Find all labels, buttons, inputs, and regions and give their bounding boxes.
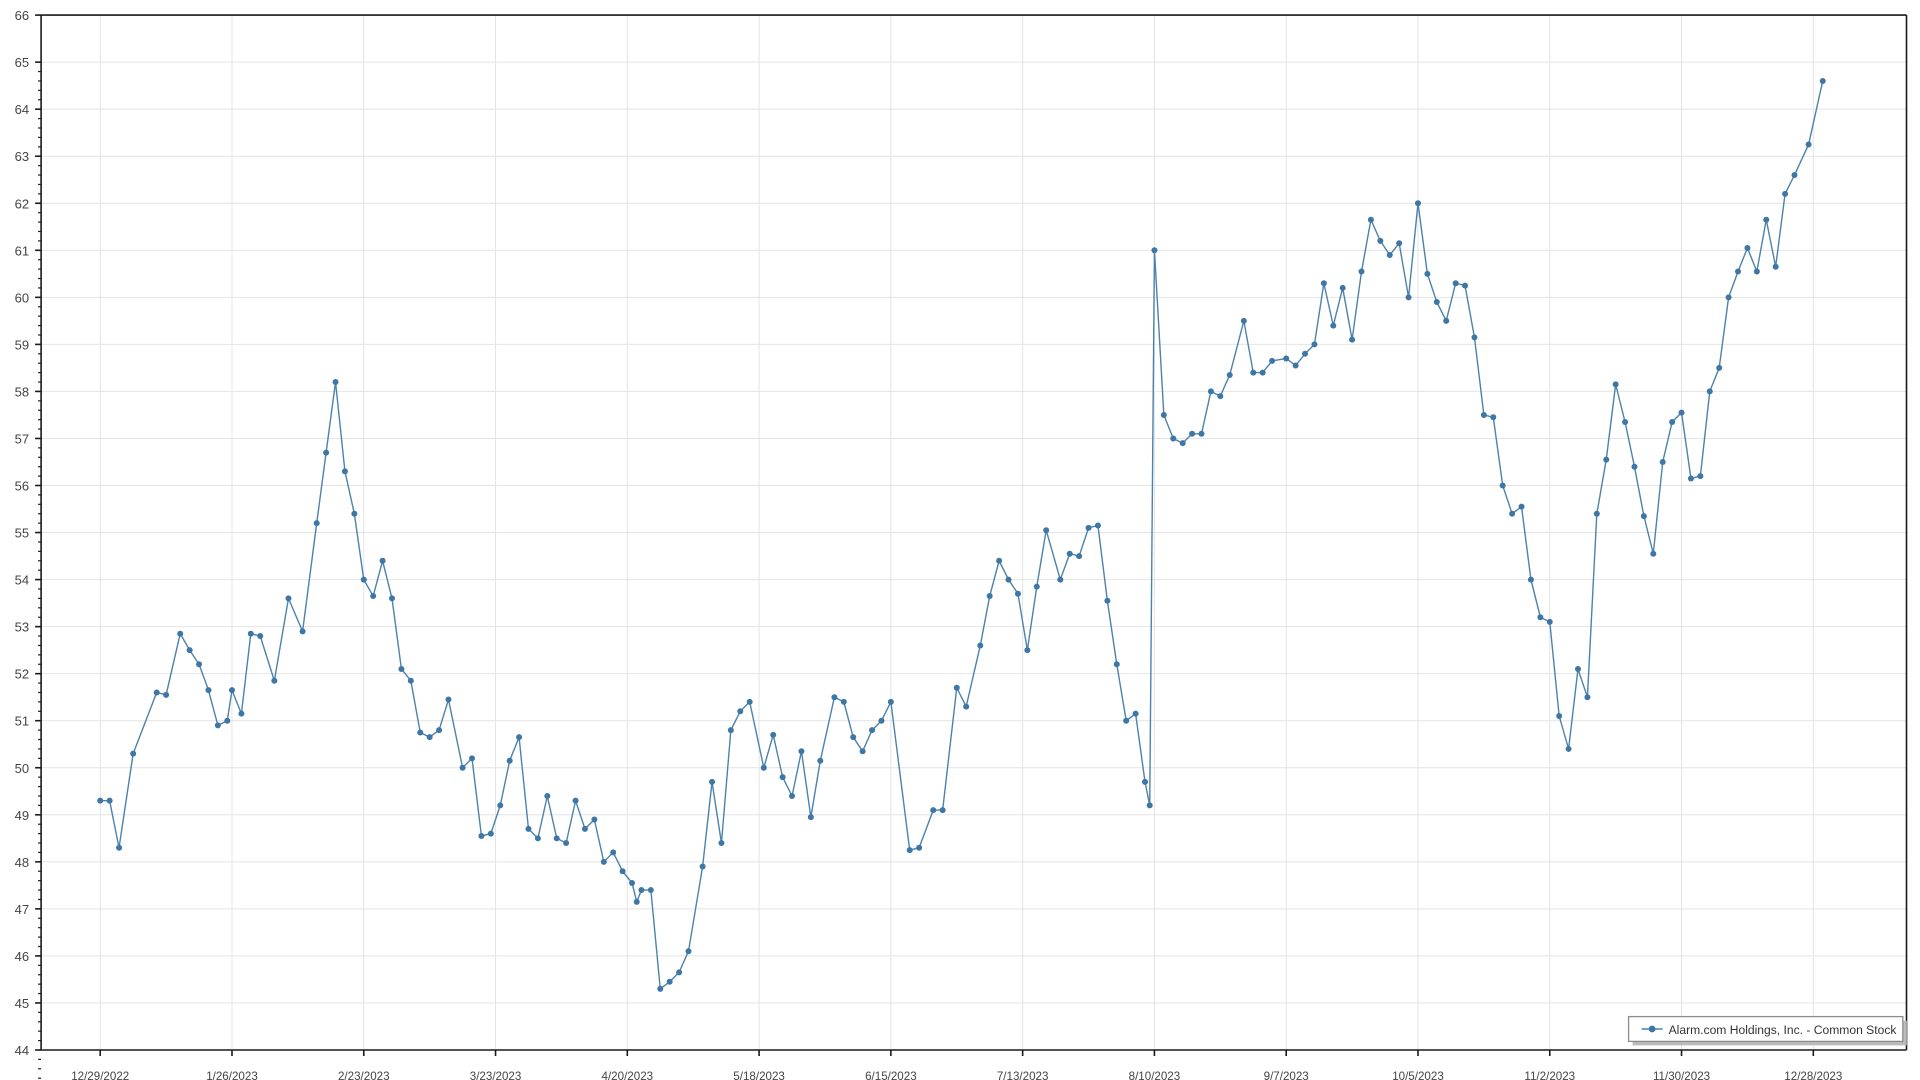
svg-text:8/10/2023: 8/10/2023 <box>1129 1070 1181 1080</box>
svg-text:55: 55 <box>15 526 29 541</box>
svg-text:63: 63 <box>15 149 29 164</box>
svg-text:57: 57 <box>15 431 29 446</box>
svg-text:1/26/2023: 1/26/2023 <box>206 1070 258 1080</box>
svg-text:61: 61 <box>15 243 29 258</box>
svg-text:4/20/2023: 4/20/2023 <box>602 1070 654 1080</box>
svg-text:12/29/2022: 12/29/2022 <box>71 1070 129 1080</box>
svg-text:12/28/2023: 12/28/2023 <box>1784 1070 1842 1080</box>
svg-text:11/2/2023: 11/2/2023 <box>1524 1070 1575 1080</box>
svg-text:5/18/2023: 5/18/2023 <box>733 1070 785 1080</box>
svg-text:45: 45 <box>15 996 29 1011</box>
svg-text:44: 44 <box>15 1043 29 1058</box>
svg-text:58: 58 <box>15 384 29 399</box>
svg-text:11/30/2023: 11/30/2023 <box>1653 1070 1710 1080</box>
svg-text:10/5/2023: 10/5/2023 <box>1392 1070 1444 1080</box>
svg-text:6/15/2023: 6/15/2023 <box>865 1070 917 1080</box>
svg-text:52: 52 <box>15 667 29 682</box>
svg-text:64: 64 <box>15 102 29 117</box>
svg-text:53: 53 <box>15 620 29 635</box>
svg-text:7/13/2023: 7/13/2023 <box>997 1070 1049 1080</box>
svg-text:3/23/2023: 3/23/2023 <box>470 1070 522 1080</box>
svg-text:48: 48 <box>15 855 29 870</box>
svg-text:62: 62 <box>15 196 29 211</box>
svg-text:51: 51 <box>15 714 29 729</box>
svg-text:46: 46 <box>15 949 29 964</box>
svg-text:65: 65 <box>15 55 29 70</box>
svg-text:47: 47 <box>15 902 29 917</box>
svg-text:9/7/2023: 9/7/2023 <box>1264 1070 1309 1080</box>
svg-text:49: 49 <box>15 808 29 823</box>
svg-text:59: 59 <box>15 337 29 352</box>
svg-text:56: 56 <box>15 479 29 494</box>
svg-text:54: 54 <box>15 573 29 588</box>
svg-text:Alarm.com Holdings, Inc. - Com: Alarm.com Holdings, Inc. - Common Stock <box>1669 1023 1898 1037</box>
svg-text:60: 60 <box>15 290 29 305</box>
svg-text:2/23/2023: 2/23/2023 <box>338 1070 390 1080</box>
svg-text:66: 66 <box>15 8 29 23</box>
svg-text:50: 50 <box>15 761 29 776</box>
